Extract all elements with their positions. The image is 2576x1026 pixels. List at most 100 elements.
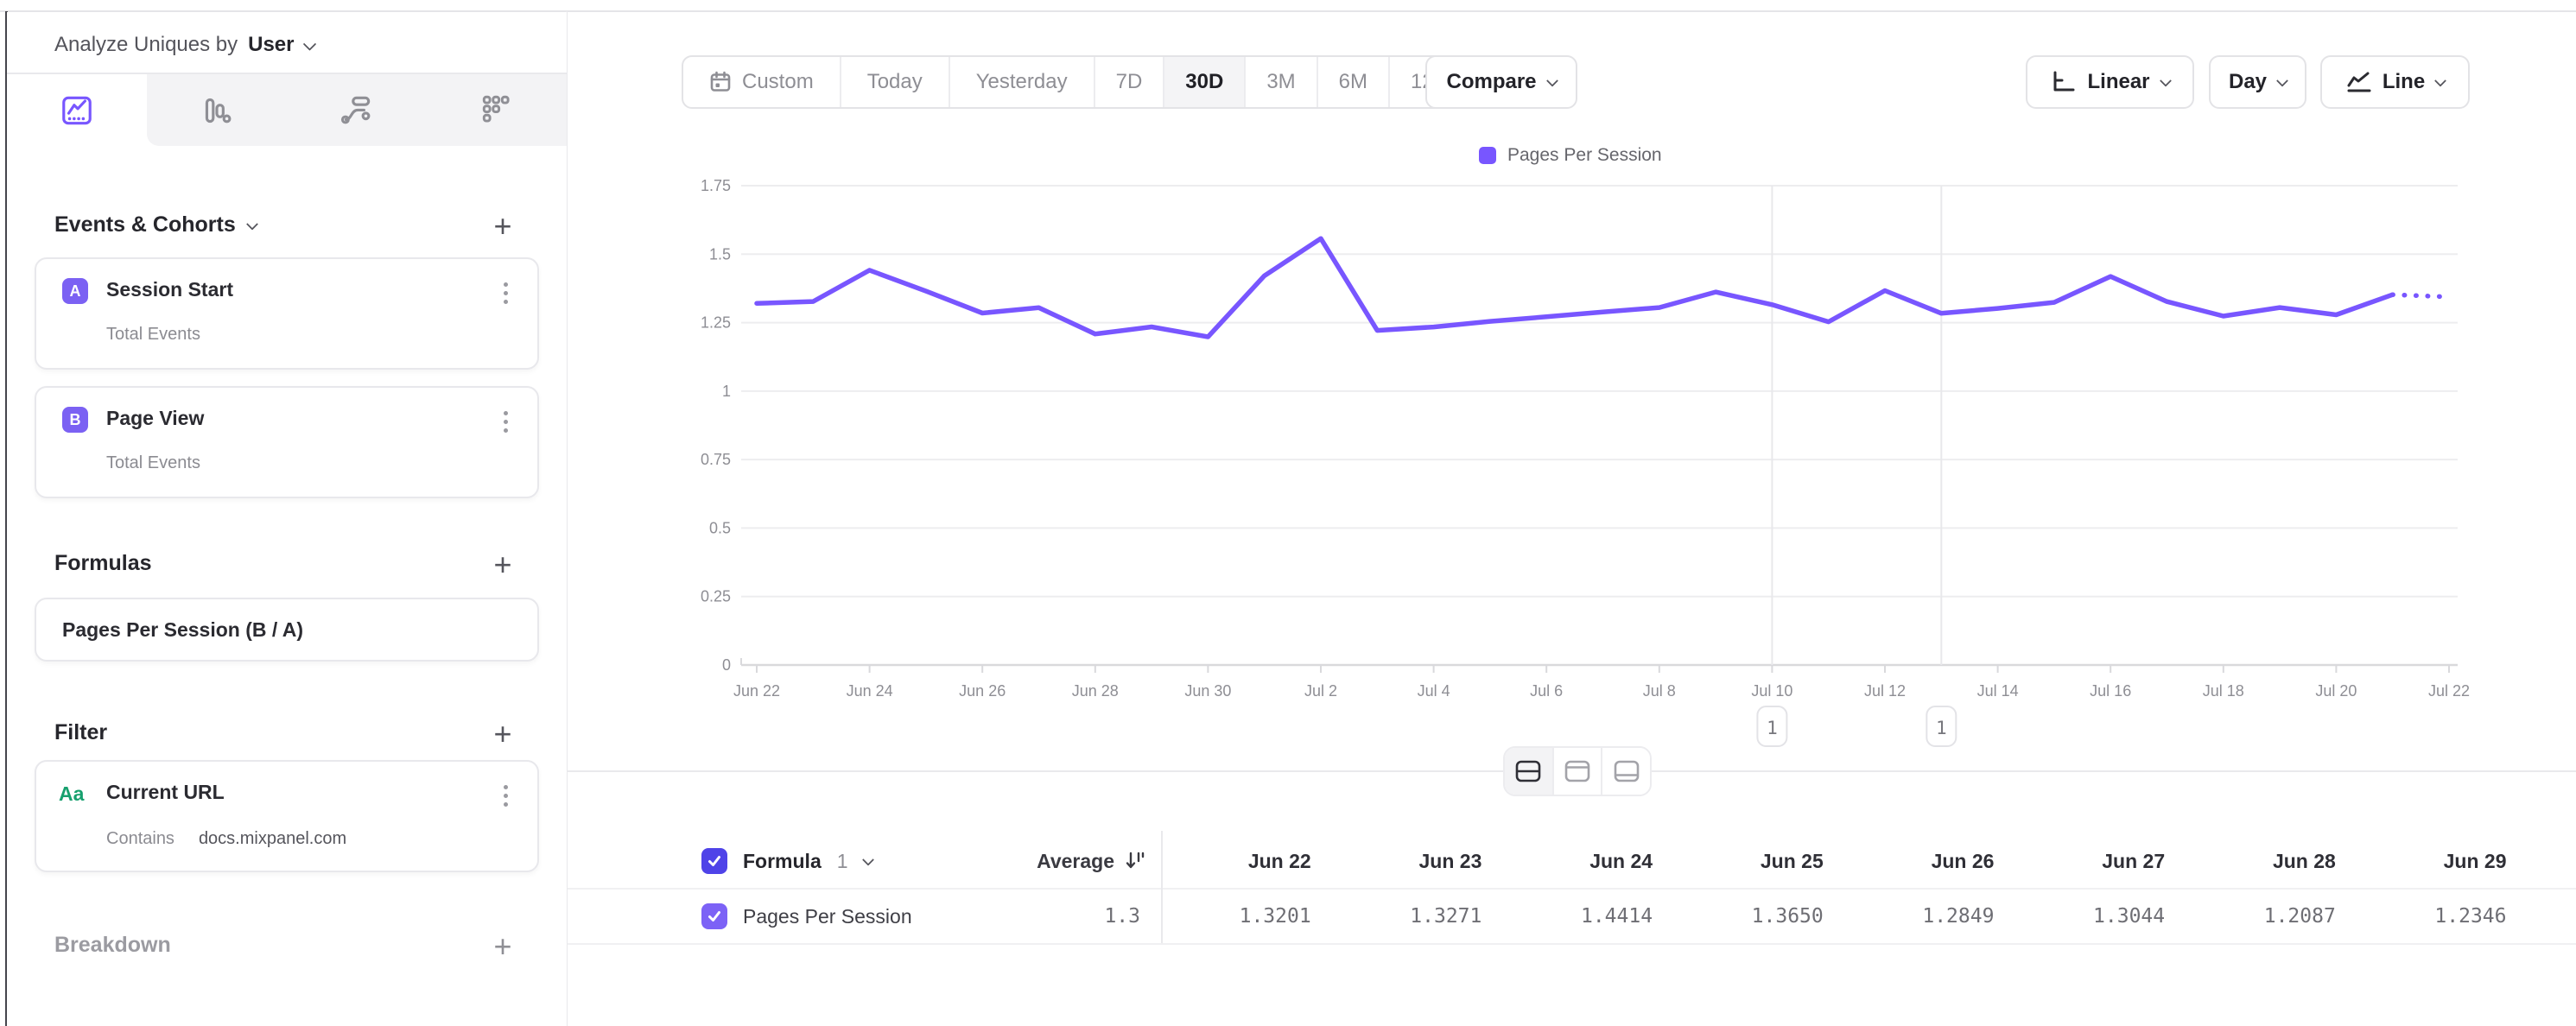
- table-row: Pages Per Session: [701, 890, 912, 943]
- filter-operator[interactable]: Contains: [106, 829, 174, 848]
- table-column-divider: [1161, 831, 1163, 943]
- report-type-tabbar: [7, 74, 567, 146]
- average-column-header[interactable]: Average: [1037, 834, 1147, 888]
- chevron-down-icon: [1545, 74, 1558, 87]
- chevron-down-icon: [2159, 74, 2172, 87]
- range-button-yesterday[interactable]: Yesterday: [950, 57, 1095, 107]
- chart-type-select-button[interactable]: Line: [2320, 55, 2470, 109]
- svg-text:Jun 26: Jun 26: [959, 682, 1006, 700]
- analyze-by-select[interactable]: User: [248, 33, 316, 57]
- layout-toggle-group: [1503, 746, 1652, 796]
- scale-select-button[interactable]: Linear: [2026, 55, 2194, 109]
- group-label[interactable]: Formula: [743, 849, 822, 872]
- svg-text:Jun 24: Jun 24: [847, 682, 893, 700]
- chevron-down-icon[interactable]: [861, 853, 874, 866]
- date-column-header[interactable]: Jun 28: [2272, 849, 2336, 872]
- svg-text:0.25: 0.25: [701, 588, 731, 605]
- insights-line-chart-icon: [59, 92, 95, 129]
- tab-metrics-grid[interactable]: [427, 74, 567, 146]
- formulas-header: Formulas: [54, 551, 152, 576]
- interval-label: Day: [2228, 70, 2268, 93]
- filter-value[interactable]: docs.mixpanel.com: [198, 829, 347, 848]
- kebab-menu-icon[interactable]: [494, 280, 517, 306]
- sort-icon: [1126, 852, 1145, 869]
- row-checkbox[interactable]: [701, 903, 727, 929]
- chart-legend[interactable]: Pages Per Session: [1479, 145, 1662, 166]
- table-cell-value: 1.3271: [1410, 905, 1482, 928]
- interval-select-button[interactable]: Day: [2209, 55, 2306, 109]
- range-label: 6M: [1338, 70, 1367, 93]
- event-aggregation[interactable]: Total Events: [106, 325, 200, 344]
- date-row-values: 1.3201 1.3271 1.4414 1.3650 1.2849 1.3044 1.20…: [1161, 890, 2528, 943]
- add-formula-button[interactable]: +: [493, 547, 512, 582]
- date-column-header[interactable]: Jun 29: [2443, 849, 2507, 872]
- add-filter-button[interactable]: +: [493, 716, 512, 751]
- analyze-by-value: User: [248, 33, 295, 56]
- svg-text:0.75: 0.75: [701, 451, 731, 468]
- date-column-header[interactable]: Jun 22: [1247, 849, 1311, 872]
- formulas-label: Formulas: [54, 551, 152, 575]
- svg-text:Jul 8: Jul 8: [1643, 682, 1676, 700]
- kebab-menu-icon[interactable]: [494, 782, 517, 808]
- table-only-icon: [1612, 759, 1641, 783]
- range-label: Custom: [742, 70, 814, 93]
- event-name: Page View: [106, 407, 205, 429]
- legend-label: Pages Per Session: [1507, 145, 1662, 165]
- table-cell-value: 1.3201: [1239, 905, 1311, 928]
- range-label: 30D: [1185, 70, 1224, 93]
- range-button-30d[interactable]: 30D: [1164, 57, 1247, 107]
- filter-card[interactable]: Aa Current URL Contains docs.mixpanel.com: [35, 760, 539, 872]
- svg-text:Jun 22: Jun 22: [733, 682, 780, 700]
- svg-text:1.25: 1.25: [701, 314, 731, 332]
- range-button-custom[interactable]: Custom: [683, 57, 841, 107]
- window-left-edge: [5, 11, 8, 1026]
- range-button-7d[interactable]: 7D: [1095, 57, 1165, 107]
- event-letter-badge: A: [62, 278, 88, 304]
- layout-toggle-table-only[interactable]: [1602, 748, 1650, 795]
- chevron-down-icon[interactable]: [245, 218, 258, 231]
- tab-bar-chart[interactable]: [147, 74, 287, 146]
- formula-card[interactable]: Pages Per Session (B / A): [35, 598, 539, 662]
- analyze-row: Analyze Uniques by User: [54, 26, 316, 64]
- range-label: 7D: [1115, 70, 1143, 93]
- table-group-header: Formula 1: [701, 834, 874, 888]
- compare-button[interactable]: Compare: [1425, 55, 1577, 109]
- tab-flow[interactable]: [287, 74, 427, 146]
- date-column-header[interactable]: Jun 23: [1418, 849, 1482, 872]
- svg-text:1: 1: [1936, 718, 1947, 738]
- breakdown-label: Breakdown: [54, 933, 171, 957]
- svg-text:1: 1: [1767, 718, 1778, 738]
- tab-insights-line-chart[interactable]: [7, 74, 147, 146]
- table-cell-value: 1.3044: [2093, 905, 2166, 928]
- add-event-button[interactable]: +: [493, 208, 512, 244]
- breakdown-header: Breakdown: [54, 933, 171, 958]
- range-button-6m[interactable]: 6M: [1318, 57, 1390, 107]
- scale-label: Linear: [2087, 70, 2150, 93]
- formula-expression: Pages Per Session (B / A): [62, 618, 304, 641]
- svg-text:Jul 14: Jul 14: [1977, 682, 2019, 700]
- date-column-header[interactable]: Jun 25: [1760, 849, 1824, 872]
- range-button-3m[interactable]: 3M: [1246, 57, 1318, 107]
- event-card-A[interactable]: A Session Start Total Events: [35, 257, 539, 370]
- table-cell-value: 1.2849: [1922, 905, 1995, 928]
- kebab-menu-icon[interactable]: [494, 408, 517, 434]
- table-cell-value: 1.2346: [2434, 905, 2507, 928]
- date-column-header[interactable]: Jun 24: [1589, 849, 1653, 872]
- layout-toggle-split-view[interactable]: [1505, 748, 1554, 795]
- add-breakdown-button[interactable]: +: [493, 928, 512, 964]
- event-letter-badge: B: [62, 407, 88, 433]
- date-column-header[interactable]: Jun 26: [1931, 849, 1995, 872]
- event-aggregation[interactable]: Total Events: [106, 453, 200, 472]
- average-label: Average: [1037, 849, 1114, 872]
- compare-label: Compare: [1446, 70, 1537, 93]
- svg-text:Jul 12: Jul 12: [1864, 682, 1906, 700]
- svg-text:Jul 10: Jul 10: [1751, 682, 1792, 700]
- range-button-today[interactable]: Today: [841, 57, 950, 107]
- select-all-checkbox[interactable]: [701, 848, 727, 874]
- group-index: 1: [836, 849, 848, 872]
- svg-text:1.5: 1.5: [709, 245, 731, 263]
- svg-text:Jul 6: Jul 6: [1530, 682, 1563, 700]
- event-card-B[interactable]: B Page View Total Events: [35, 386, 539, 498]
- layout-toggle-chart-only[interactable]: [1553, 748, 1603, 795]
- date-column-header[interactable]: Jun 27: [2102, 849, 2166, 872]
